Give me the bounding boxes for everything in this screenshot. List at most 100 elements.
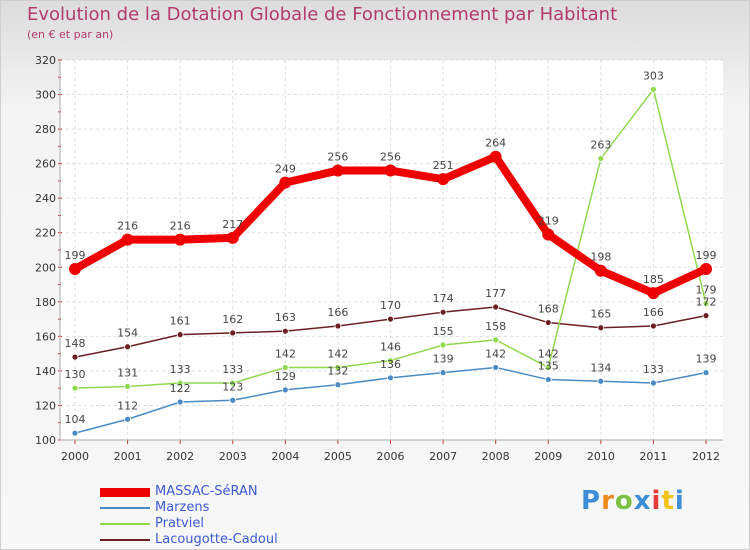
legend-label: Marzens: [155, 500, 210, 515]
data-point: [492, 303, 500, 311]
data-point: [439, 308, 447, 316]
data-point: [124, 415, 131, 423]
data-point: [176, 398, 184, 406]
chart-subtitle: (en € et par an): [27, 28, 114, 41]
data-label: 256: [380, 151, 401, 164]
data-point: [229, 379, 237, 387]
data-label: 170: [380, 299, 401, 312]
data-point: [597, 155, 605, 162]
data-label: 136: [380, 358, 401, 371]
legend-swatch: [100, 523, 150, 525]
data-point: [702, 300, 710, 307]
data-label: 133: [170, 363, 191, 376]
legend-swatch: [100, 487, 150, 497]
y-tick-label: 320: [35, 54, 56, 67]
x-tick-label: 2006: [377, 450, 405, 463]
data-label: 303: [643, 69, 664, 82]
data-label: 139: [433, 353, 454, 366]
data-label: 148: [65, 337, 86, 350]
data-point: [439, 369, 447, 377]
data-label: 172: [696, 296, 717, 309]
data-point: [334, 322, 342, 330]
x-tick-label: 2012: [692, 450, 720, 463]
x-tick-label: 2001: [114, 450, 142, 463]
data-label: 198: [590, 251, 611, 264]
data-point: [650, 85, 657, 93]
data-label: 264: [485, 137, 506, 150]
data-point: [437, 173, 450, 186]
data-point: [334, 381, 342, 389]
y-tick-label: 280: [35, 123, 56, 136]
data-point: [387, 315, 394, 323]
data-point: [387, 357, 394, 364]
data-point: [492, 364, 500, 371]
data-point: [229, 396, 237, 404]
data-point: [384, 164, 397, 177]
legend-swatch: [100, 507, 150, 509]
data-label: 133: [222, 363, 243, 376]
data-label: 177: [485, 287, 506, 300]
plot-area: [60, 60, 723, 440]
data-point: [597, 377, 605, 385]
data-label: 174: [433, 292, 454, 305]
data-point: [331, 164, 344, 177]
y-tick-label: 200: [35, 261, 56, 274]
data-label: 134: [590, 361, 611, 374]
data-point: [226, 231, 239, 244]
x-tick-label: 2011: [639, 450, 667, 463]
data-label: 158: [485, 320, 506, 333]
data-label: 166: [327, 306, 348, 319]
data-point: [492, 336, 500, 344]
data-point: [281, 364, 289, 371]
y-tick-label: 100: [35, 434, 56, 447]
data-point: [229, 329, 237, 337]
x-tick-label: 2005: [324, 450, 352, 463]
data-point: [121, 233, 134, 246]
data-label: 154: [117, 327, 138, 340]
data-point: [594, 264, 607, 277]
x-tick-label: 2009: [534, 450, 562, 463]
x-tick-label: 2000: [61, 450, 89, 463]
data-label: 199: [65, 249, 86, 262]
legend-label: MASSAC-SéRAN: [155, 484, 258, 499]
y-tick-label: 180: [35, 296, 56, 309]
data-label: 142: [485, 347, 506, 360]
y-tick-label: 160: [35, 330, 56, 343]
data-label: 142: [327, 347, 348, 360]
data-label: 142: [538, 347, 559, 360]
data-label: 162: [222, 313, 243, 326]
y-tick-label: 300: [35, 89, 56, 102]
data-label: 104: [65, 413, 86, 426]
legend-swatch: [100, 539, 150, 541]
data-label: 251: [433, 159, 454, 172]
data-point: [281, 327, 289, 335]
data-point: [700, 263, 712, 275]
data-label: 123: [222, 380, 243, 393]
data-label: 163: [275, 311, 296, 324]
data-label: 161: [170, 315, 191, 328]
x-tick-label: 2003: [219, 450, 247, 463]
data-point: [71, 384, 79, 392]
data-label: 155: [433, 325, 454, 338]
chart-title: Evolution de la Dotation Globale de Fonc…: [27, 4, 618, 25]
data-label: 165: [590, 308, 611, 321]
data-point: [702, 312, 710, 320]
x-tick-label: 2010: [587, 450, 615, 463]
data-label: 249: [275, 163, 296, 176]
proxiti-logo: Proxiti: [581, 486, 685, 516]
data-point: [174, 233, 187, 246]
data-point: [597, 324, 605, 332]
data-label: 217: [222, 218, 243, 231]
data-point: [176, 331, 184, 339]
data-point: [281, 386, 289, 394]
data-label: 256: [327, 151, 348, 164]
data-label: 112: [117, 399, 138, 412]
data-label: 216: [170, 220, 191, 233]
data-point: [702, 369, 710, 377]
data-point: [279, 176, 292, 189]
data-point: [387, 374, 394, 382]
data-point: [71, 429, 79, 437]
data-label: 216: [117, 220, 138, 233]
data-point: [71, 353, 79, 361]
